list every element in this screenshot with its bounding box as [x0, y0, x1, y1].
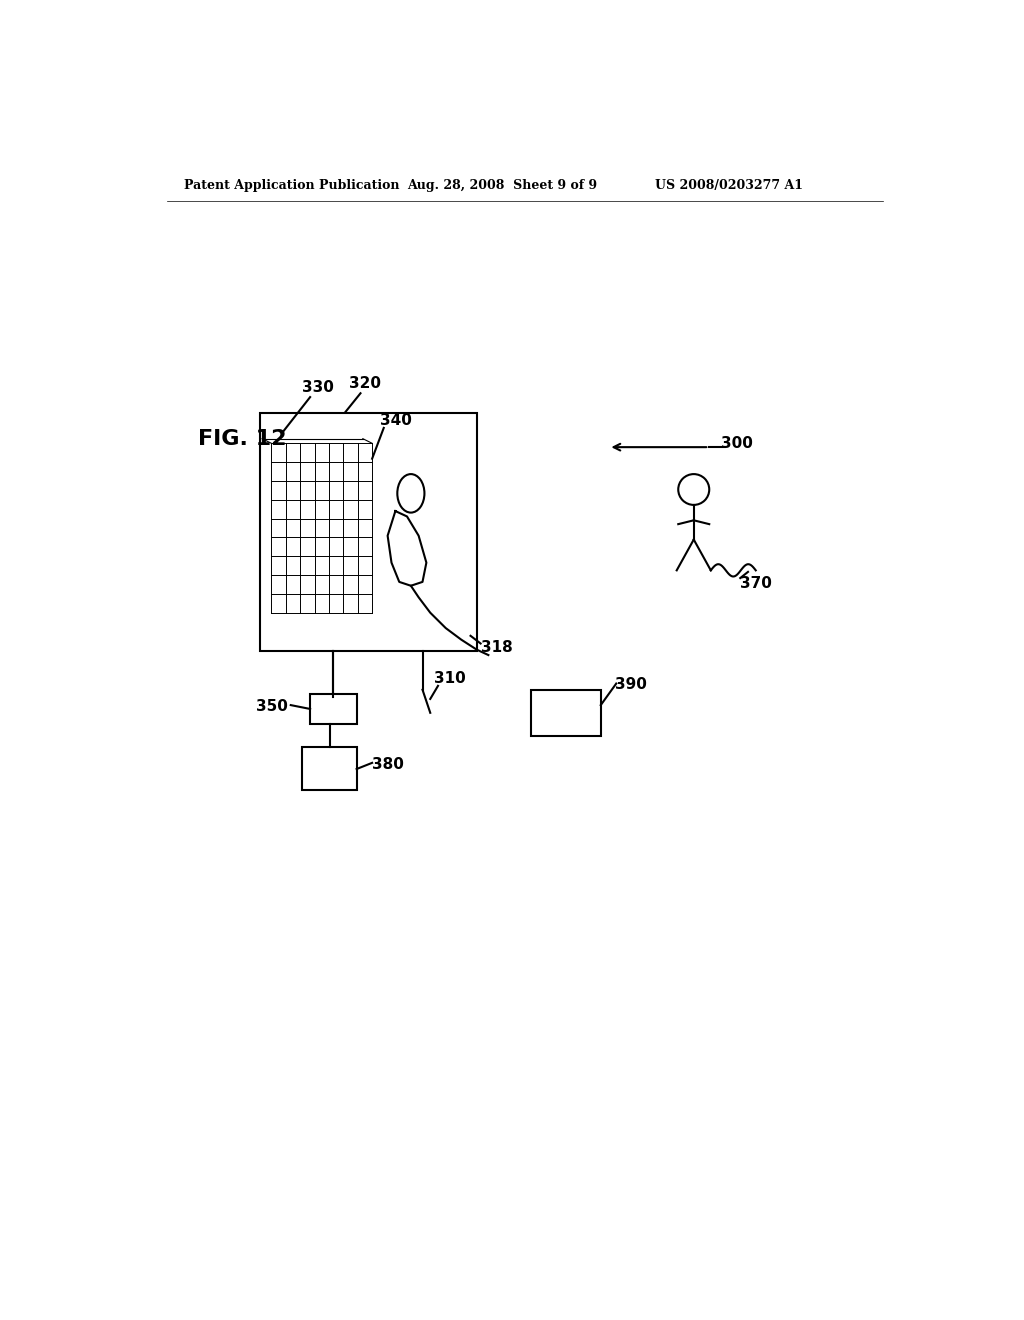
Text: 390: 390 — [614, 677, 646, 692]
Text: FIG. 12: FIG. 12 — [198, 429, 287, 449]
Text: Patent Application Publication: Patent Application Publication — [183, 178, 399, 191]
Text: 320: 320 — [349, 376, 381, 391]
Text: 350: 350 — [256, 700, 288, 714]
Text: 310: 310 — [434, 671, 466, 685]
Text: 380: 380 — [372, 756, 404, 772]
Text: 370: 370 — [740, 576, 772, 591]
Text: 300: 300 — [721, 436, 753, 451]
Bar — [310, 693, 356, 725]
Text: Aug. 28, 2008  Sheet 9 of 9: Aug. 28, 2008 Sheet 9 of 9 — [407, 178, 597, 191]
Bar — [531, 690, 601, 737]
Text: US 2008/0203277 A1: US 2008/0203277 A1 — [655, 178, 803, 191]
Circle shape — [678, 474, 710, 504]
Bar — [302, 747, 356, 789]
Bar — [260, 412, 477, 651]
Text: 330: 330 — [302, 380, 334, 396]
Text: 318: 318 — [480, 640, 512, 655]
Text: 340: 340 — [380, 413, 412, 428]
Ellipse shape — [397, 474, 424, 512]
